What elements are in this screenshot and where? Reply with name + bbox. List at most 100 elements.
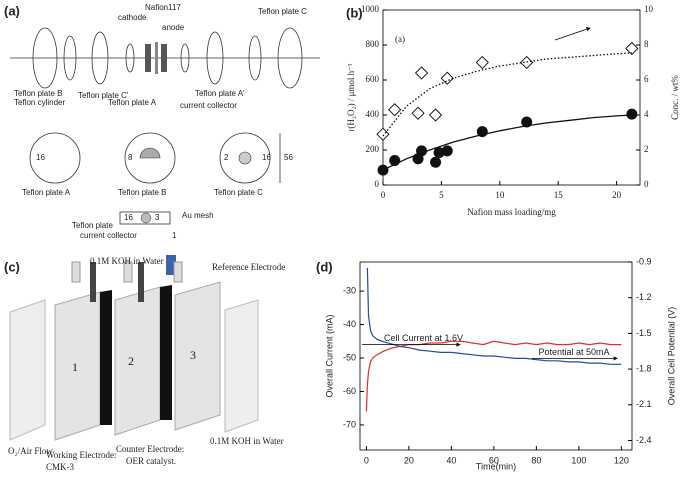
label: Counter Electrode: xyxy=(116,444,184,454)
label: Reference Electrode xyxy=(212,262,285,272)
plot-frame xyxy=(359,261,633,451)
point xyxy=(440,71,454,85)
x-tick-label: 20 xyxy=(612,190,622,200)
dim: 16 xyxy=(262,153,271,162)
label: OER catalyst. xyxy=(126,456,176,466)
y-tick-label: -60 xyxy=(343,386,356,396)
y2-axis-label: Conc. / wt% xyxy=(670,75,680,120)
panel-a: (a) Nafion117 cathode anode Teflon plate… xyxy=(4,3,320,240)
x-tick-label: 15 xyxy=(554,190,564,200)
y-tick-label: -70 xyxy=(343,419,356,429)
y-tick-label: 1000 xyxy=(361,4,380,14)
label: current collector xyxy=(80,231,137,240)
dim: 56 xyxy=(284,153,293,162)
y-tick-label: 800 xyxy=(366,39,380,49)
label: Teflon plate B xyxy=(118,188,166,197)
x-tick-label: 20 xyxy=(404,455,414,465)
point xyxy=(428,108,443,122)
y-tick-label: -30 xyxy=(343,285,356,295)
y-tick-label: -50 xyxy=(343,352,356,362)
dim: 8 xyxy=(128,153,133,162)
point xyxy=(626,108,638,120)
point xyxy=(411,106,425,120)
label: Teflon plate A xyxy=(22,188,71,197)
y2-tick-label: -1.5 xyxy=(636,328,652,338)
label: 3 xyxy=(190,348,196,362)
x-tick-label: 100 xyxy=(571,455,586,465)
label: O₂/Air Flow xyxy=(8,446,53,456)
panel-c: (c) 0.1M KOH in Water Reference Electrod… xyxy=(4,255,285,472)
label: 1 xyxy=(72,360,78,374)
label: cathode xyxy=(118,13,147,22)
y-tick-label: 400 xyxy=(366,109,380,119)
y2-tick-label: -1.8 xyxy=(636,363,652,373)
x-tick-label: 40 xyxy=(446,455,456,465)
point xyxy=(625,41,639,56)
label: 0.1M KOH in Water xyxy=(210,436,284,446)
series-line xyxy=(366,267,622,365)
label: 0.1M KOH in Water xyxy=(90,256,164,266)
point xyxy=(430,156,442,168)
y2-tick-label: 8 xyxy=(644,39,649,49)
y-tick-label: 0 xyxy=(375,179,380,189)
label: 2 xyxy=(128,354,134,368)
point xyxy=(376,127,390,141)
point xyxy=(441,145,453,157)
label: Nafion117 xyxy=(145,3,181,12)
label: CMK-3 xyxy=(46,462,75,472)
y-tick-label: 600 xyxy=(366,74,380,84)
y2-tick-label: 6 xyxy=(644,74,649,84)
y2-tick-label: -1.2 xyxy=(636,292,652,302)
label: Teflon plate C xyxy=(258,7,307,16)
panel-label: (b) xyxy=(346,5,363,20)
panel-label: (c) xyxy=(4,259,20,274)
y-axis-label: Overall Current (mA) xyxy=(324,314,334,397)
y-tick-label: -40 xyxy=(343,319,356,329)
x-axis-label: Time(min) xyxy=(476,461,516,471)
annotation: (a) xyxy=(395,34,405,44)
y2-tick-label: 4 xyxy=(644,109,649,119)
series-line xyxy=(365,340,622,412)
x-tick-label: 60 xyxy=(489,455,499,465)
plot-frame xyxy=(382,9,641,186)
point xyxy=(475,55,489,70)
y-tick-label: 200 xyxy=(366,144,380,154)
series-line xyxy=(382,52,632,137)
y2-tick-label: 2 xyxy=(644,144,649,154)
y2-tick-label: -2.4 xyxy=(636,435,652,445)
point xyxy=(377,164,389,176)
series-line xyxy=(382,114,632,171)
panel-label: (d) xyxy=(316,259,333,274)
dim: 2 xyxy=(224,153,229,162)
x-tick-label: 5 xyxy=(439,190,444,200)
y2-tick-label: -0.9 xyxy=(636,256,652,266)
label: Teflon plate A xyxy=(108,98,157,107)
panel-label: (a) xyxy=(4,3,20,18)
label: anode xyxy=(162,23,185,32)
point xyxy=(433,147,445,159)
x-tick-label: 120 xyxy=(614,455,629,465)
y2-tick-label: -2.1 xyxy=(636,399,652,409)
x-tick-label: 0 xyxy=(364,455,369,465)
point xyxy=(521,116,533,128)
label: Teflon plate C xyxy=(214,188,263,197)
label: Teflon plate C' xyxy=(78,91,129,100)
point xyxy=(414,66,429,80)
dim: 16 xyxy=(36,153,45,162)
arrow xyxy=(554,27,591,41)
dim: 3 xyxy=(155,213,160,222)
label: Working Electrode: xyxy=(46,450,117,460)
x-tick-label: 80 xyxy=(531,455,541,465)
x-tick-label: 10 xyxy=(495,190,505,200)
x-tick-label: 0 xyxy=(381,190,386,200)
annotation: Potential at 50mA xyxy=(539,347,610,357)
dim: 1 xyxy=(172,231,177,240)
label: Teflon plate A' xyxy=(195,89,245,98)
y-axis-label: r(H₂O₂) / μmol h⁻¹ xyxy=(346,63,356,132)
label: Teflon plate xyxy=(72,221,113,230)
y2-tick-label: 0 xyxy=(644,179,649,189)
y2-axis-label: Overall Cell Potential (V) xyxy=(666,307,676,406)
point xyxy=(388,103,402,117)
annotation: Cell Current at 1.6V xyxy=(384,333,463,343)
label: Au mesh xyxy=(182,211,214,220)
